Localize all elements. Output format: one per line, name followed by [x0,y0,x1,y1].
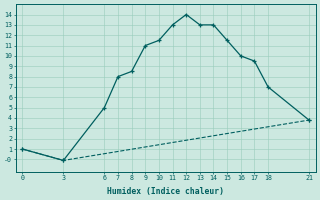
X-axis label: Humidex (Indice chaleur): Humidex (Indice chaleur) [107,187,224,196]
